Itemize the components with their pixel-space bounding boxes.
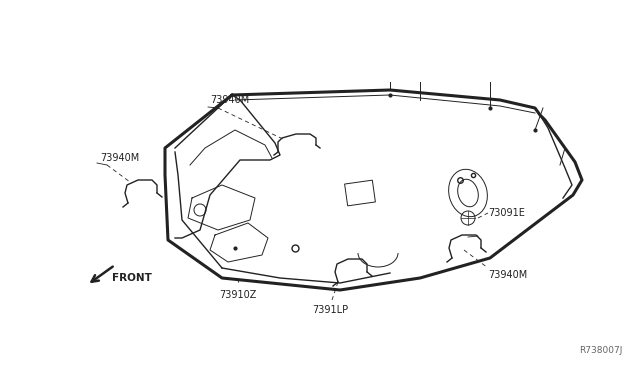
- Text: 7391LP: 7391LP: [312, 305, 348, 315]
- Text: 73910Z: 73910Z: [220, 290, 257, 300]
- Bar: [344, 180, 376, 206]
- Text: 73940M: 73940M: [100, 153, 140, 163]
- Text: FRONT: FRONT: [112, 273, 152, 283]
- Text: R738007J: R738007J: [579, 346, 622, 355]
- Text: 73091E: 73091E: [488, 208, 525, 218]
- Text: 73940M: 73940M: [210, 95, 249, 105]
- Text: 73940M: 73940M: [488, 270, 527, 280]
